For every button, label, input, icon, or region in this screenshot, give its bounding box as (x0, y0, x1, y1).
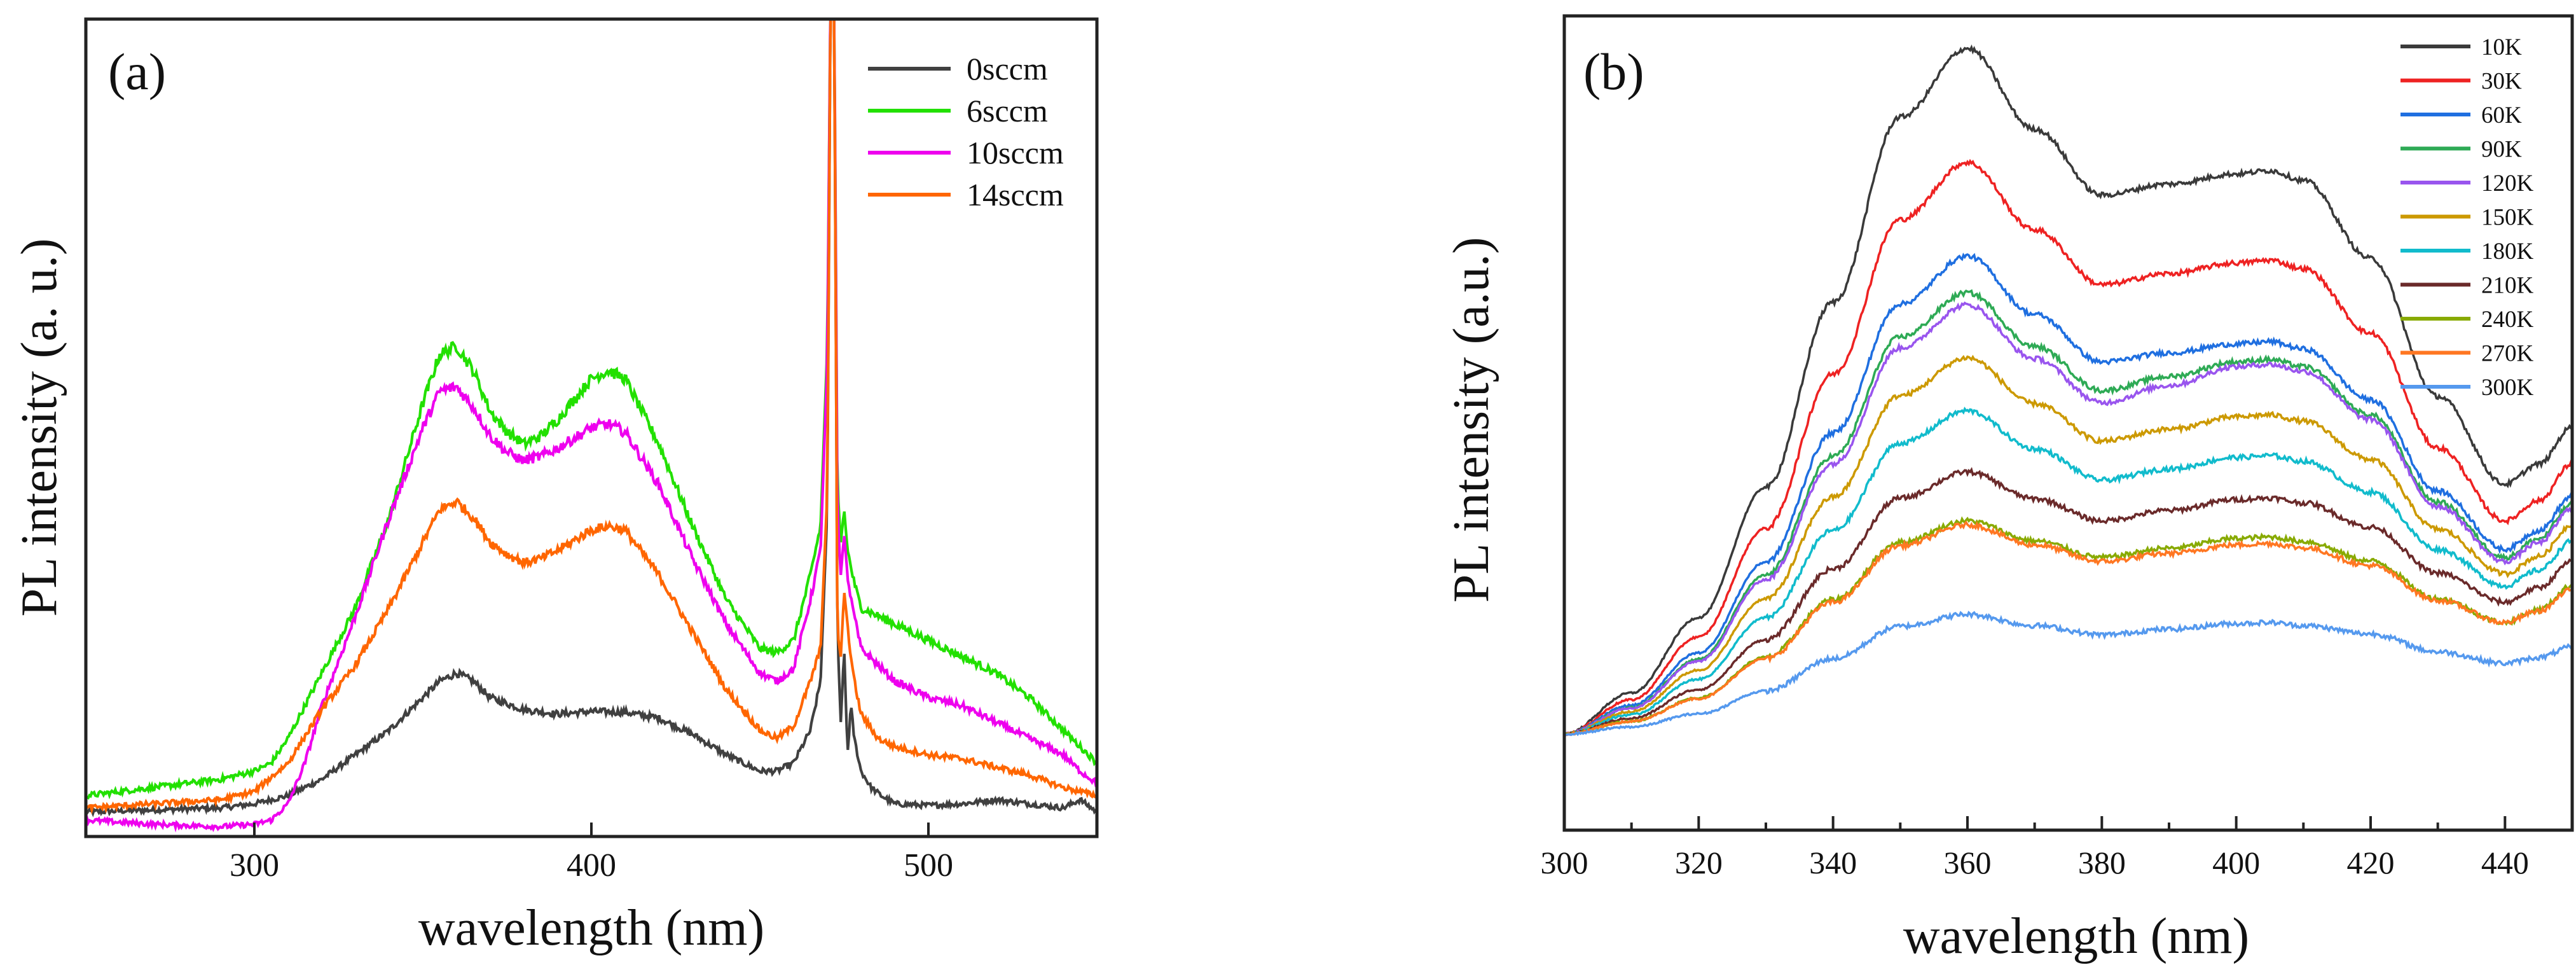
series-line-210K (1564, 467, 2572, 736)
legend-b: 10K 30K 60K 90K 120K 150K 180K 210K 240K 270K 300K (2400, 34, 2534, 401)
series-line-0sccm (86, 19, 1097, 817)
x-tick-label-b: 320 (1675, 845, 1723, 880)
legend-label-b: 120K (2481, 170, 2534, 197)
legend-label-a: 6sccm (967, 93, 1048, 128)
series-line-14sccm (86, 19, 1097, 815)
legend-label-b: 60K (2481, 102, 2522, 128)
legend-a: 0sccm 6sccm 10sccm 14sccm (868, 51, 1064, 212)
series-line-30K (1564, 158, 2572, 737)
panel-label-a: (a) (108, 43, 166, 101)
y-axis-label-a: PL intensity (a. u.) (11, 239, 67, 617)
series-line-6sccm (86, 19, 1097, 800)
series-line-180K (1564, 406, 2572, 737)
legend-label-b: 180K (2481, 239, 2534, 265)
series-lines-b (1564, 44, 2572, 737)
x-tick-label-b: 420 (2347, 845, 2395, 880)
chart-panel-b: 300 320 340 360 380 400 420 440 (b) wavelength … (1443, 14, 2574, 964)
series-line-120K (1564, 301, 2572, 737)
x-tick-label-b: 440 (2481, 845, 2529, 880)
series-line-300K (1564, 610, 2572, 737)
series-line-60K (1564, 253, 2572, 736)
x-tick-label-a: 300 (230, 847, 279, 884)
legend-label-b: 270K (2481, 341, 2534, 367)
x-tick-label-b: 380 (2078, 845, 2126, 880)
legend-label-b: 30K (2481, 69, 2522, 95)
x-tick-label-b: 360 (1944, 845, 1992, 880)
x-tick-label-a: 500 (904, 847, 953, 884)
series-line-270K (1564, 520, 2572, 737)
legend-label-b: 150K (2481, 205, 2534, 231)
legend-label-b: 300K (2481, 375, 2534, 401)
legend-label-b: 210K (2481, 273, 2534, 299)
x-tick-label-a: 400 (567, 847, 616, 884)
x-ticks-b: 300 320 340 360 380 400 420 440 (1541, 816, 2573, 880)
x-tick-label-b: 300 (1541, 845, 1588, 880)
legend-label-a: 14sccm (967, 177, 1064, 212)
legend-label-b: 240K (2481, 307, 2534, 333)
series-line-150K (1564, 354, 2572, 736)
x-axis-label-a: wavelength (nm) (418, 900, 764, 956)
series-lines-a (86, 19, 1097, 833)
series-line-10sccm (86, 19, 1097, 833)
y-axis-label-b: PL intensity (a.u.) (1443, 237, 1499, 603)
plot-frame-b (1562, 14, 2574, 832)
x-ticks-a: 300 400 500 (230, 823, 953, 884)
x-tick-label-b: 400 (2212, 845, 2260, 880)
legend-label-b: 10K (2481, 34, 2522, 60)
x-tick-label-b: 340 (1809, 845, 1857, 880)
legend-label-a: 10sccm (967, 135, 1064, 170)
legend-label-a: 0sccm (967, 51, 1048, 87)
legend-label-b: 90K (2481, 137, 2522, 163)
chart-panel-a: 300 400 500 (a) wavelength (nm) PL intensi… (11, 17, 1099, 956)
x-axis-label-b: wavelength (nm) (1903, 908, 2249, 964)
series-line-10K (1564, 44, 2572, 737)
panel-label-b: (b) (1583, 43, 1644, 101)
